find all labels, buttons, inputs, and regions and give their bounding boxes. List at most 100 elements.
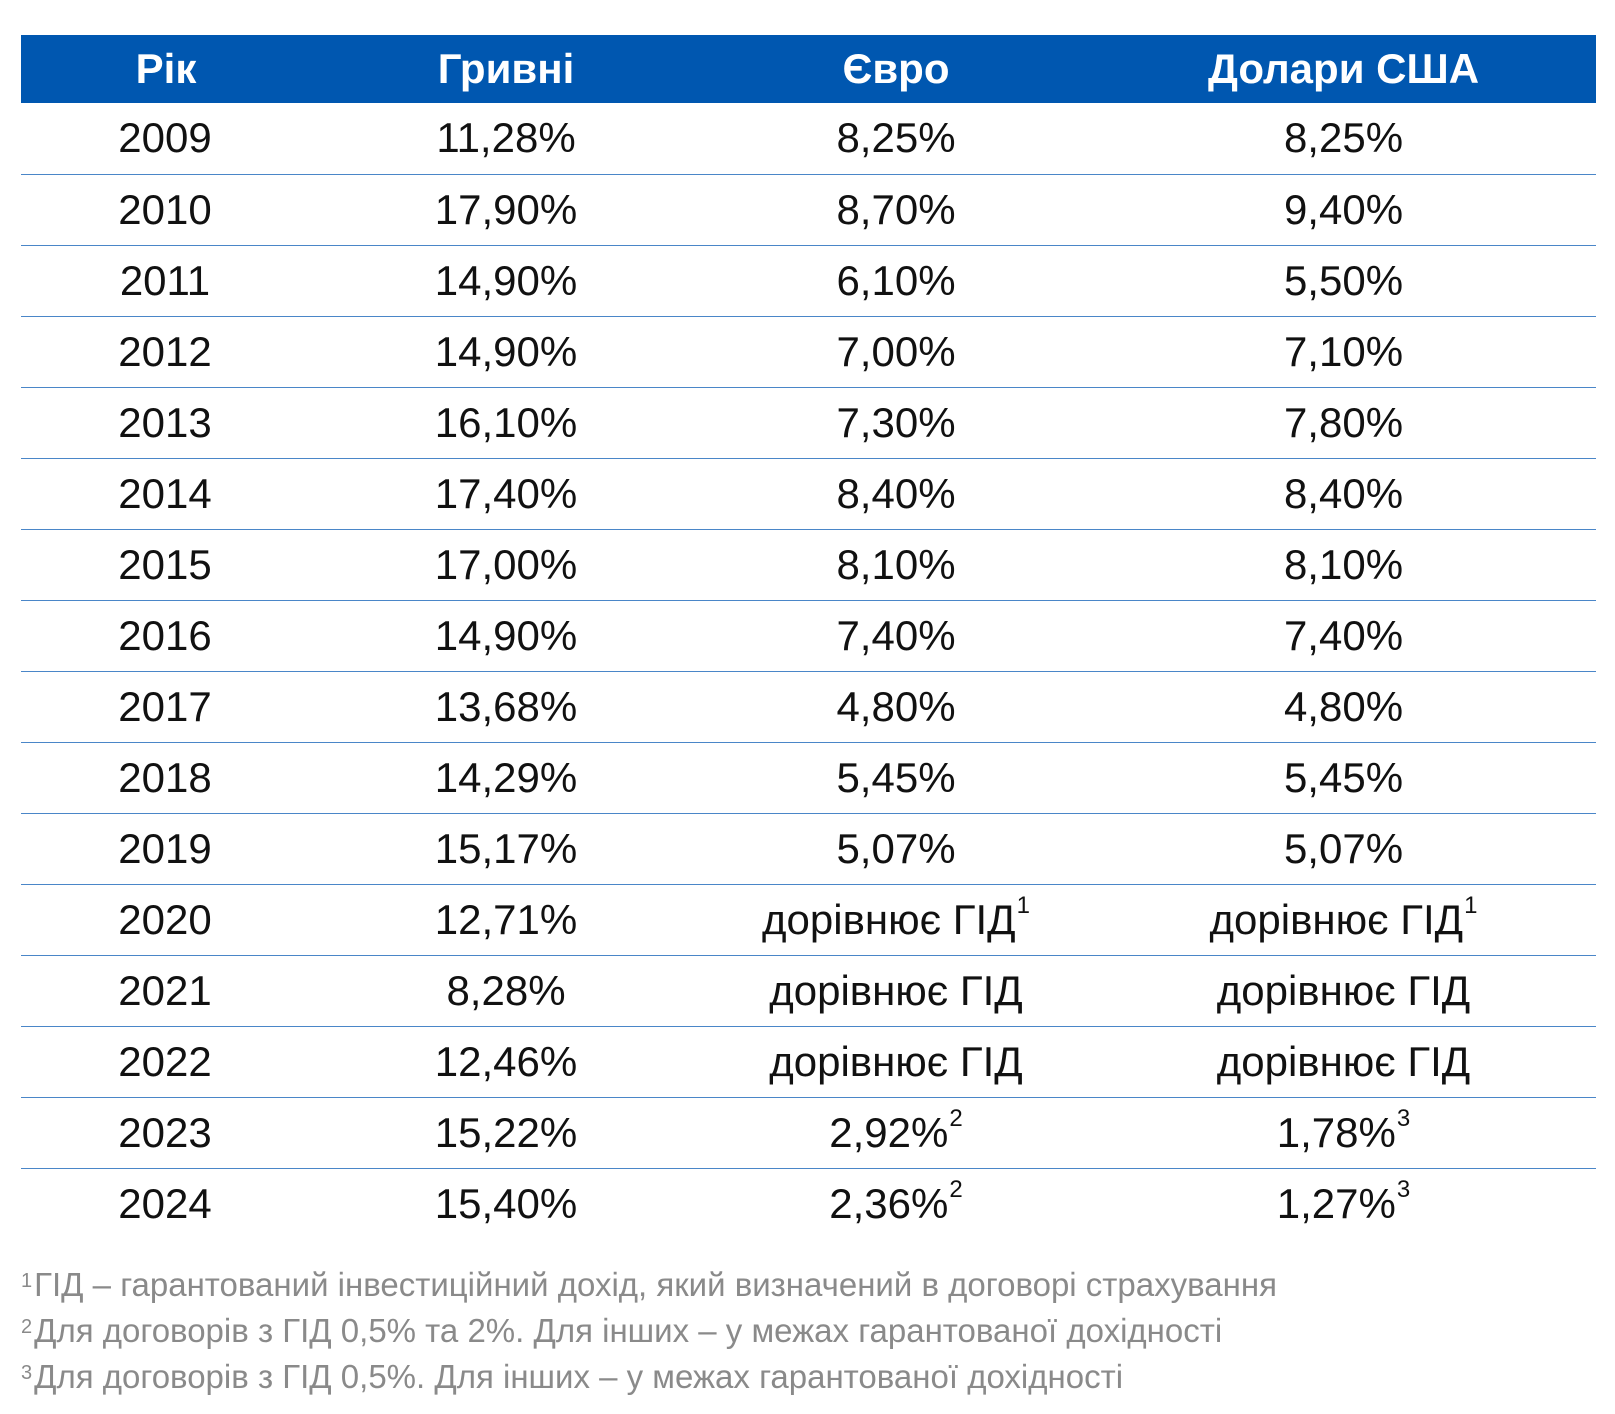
cell-year: 2016: [21, 600, 311, 671]
table-row: 2009 11,28% 8,25% 8,25%: [21, 103, 1596, 174]
cell-eur-value: 8,10%: [836, 540, 956, 588]
cell-uah-value: 15,22%: [434, 1108, 578, 1156]
cell-uah-value: 14,90%: [434, 327, 578, 375]
cell-uah: 14,29%: [311, 742, 701, 813]
cell-year-value: 2009: [118, 114, 212, 162]
cell-usd-value: 8,25%: [1283, 114, 1404, 162]
cell-year-value: 2013: [118, 398, 212, 446]
cell-usd-value: дорівнює ГІД: [1209, 895, 1464, 943]
cell-uah: 16,10%: [311, 387, 701, 458]
cell-usd: 1,27%3: [1091, 1168, 1596, 1239]
cell-year-value: 2014: [118, 469, 212, 517]
cell-uah-value: 13,68%: [434, 682, 578, 730]
cell-eur-value: 7,40%: [836, 611, 956, 659]
table-row: 2016 14,90% 7,40% 7,40%: [21, 600, 1596, 671]
cell-year-value: 2010: [118, 185, 212, 233]
cell-uah: 17,00%: [311, 529, 701, 600]
cell-eur: 8,70%: [701, 174, 1091, 245]
cell-year: 2022: [21, 1026, 311, 1097]
cell-eur-value: 7,00%: [836, 327, 956, 375]
cell-usd: 5,45%: [1091, 742, 1596, 813]
cell-uah-value: 17,90%: [434, 185, 578, 233]
table-row: 2018 14,29% 5,45% 5,45%: [21, 742, 1596, 813]
cell-usd: дорівнює ГІД1: [1091, 884, 1596, 955]
table-row: 2023 15,22% 2,92%2 1,78%3: [21, 1097, 1596, 1168]
cell-eur: дорівнює ГІД: [701, 1026, 1091, 1097]
cell-eur: 7,30%: [701, 387, 1091, 458]
cell-usd: дорівнює ГІД: [1091, 955, 1596, 1026]
cell-eur: 8,40%: [701, 458, 1091, 529]
cell-eur: 2,92%2: [701, 1097, 1091, 1168]
cell-usd: дорівнює ГІД: [1091, 1026, 1596, 1097]
cell-uah-value: 12,46%: [434, 1037, 578, 1085]
cell-usd-value: 8,10%: [1283, 540, 1404, 588]
rates-table: Рік Гривні Євро Долари США 2009 11,28% 8,2…: [21, 35, 1596, 1239]
cell-eur: 2,36%2: [701, 1168, 1091, 1239]
cell-uah-value: 17,40%: [434, 469, 578, 517]
cell-eur: 7,00%: [701, 316, 1091, 387]
table-row: 2022 12,46% дорівнює ГІД дорівнює ГІД: [21, 1026, 1596, 1097]
table-row: 2020 12,71% дорівнює ГІД1 дорівнює ГІД1: [21, 884, 1596, 955]
footnote-line: 3Для договорів з ГІД 0,5%. Для інших – у…: [21, 1354, 1596, 1400]
cell-eur: 4,80%: [701, 671, 1091, 742]
footnote-mark: 3: [1396, 1175, 1411, 1203]
header-eur: Євро: [842, 45, 950, 92]
cell-eur: дорівнює ГІД: [701, 955, 1091, 1026]
cell-uah-value: 11,28%: [436, 114, 576, 162]
cell-eur-value: дорівнює ГІД: [769, 1037, 1023, 1085]
cell-year: 2009: [21, 103, 311, 174]
cell-usd: 5,50%: [1091, 245, 1596, 316]
cell-usd-value: 7,10%: [1283, 327, 1404, 375]
cell-eur-value: 2,36%: [829, 1179, 949, 1227]
cell-uah-value: 14,90%: [434, 256, 578, 304]
table-row: 2017 13,68% 4,80% 4,80%: [21, 671, 1596, 742]
cell-year: 2017: [21, 671, 311, 742]
cell-year-value: 2020: [118, 895, 212, 943]
footnote-mark: 1: [1016, 891, 1030, 919]
header-uah: Гривні: [437, 45, 575, 92]
cell-eur: 7,40%: [701, 600, 1091, 671]
cell-usd: 8,25%: [1091, 103, 1596, 174]
cell-usd-value: дорівнює ГІД: [1216, 1037, 1471, 1085]
cell-usd-value: 4,80%: [1283, 682, 1404, 730]
table-row: 2011 14,90% 6,10% 5,50%: [21, 245, 1596, 316]
cell-eur-value: 8,70%: [836, 185, 956, 233]
header-row: Рік Гривні Євро Долари США: [21, 35, 1596, 103]
cell-year-value: 2011: [119, 256, 211, 304]
table-body: 2009 11,28% 8,25% 8,25% 2010 17,90% 8,70% 9,40%…: [21, 103, 1596, 1239]
footnote-number: 2: [21, 1316, 33, 1338]
cell-eur-value: 8,25%: [836, 114, 956, 162]
cell-year-value: 2015: [118, 540, 212, 588]
cell-uah: 14,90%: [311, 600, 701, 671]
cell-eur: 5,07%: [701, 813, 1091, 884]
cell-eur: 8,10%: [701, 529, 1091, 600]
table-row: 2015 17,00% 8,10% 8,10%: [21, 529, 1596, 600]
cell-uah-value: 17,00%: [434, 540, 578, 588]
cell-uah: 12,46%: [311, 1026, 701, 1097]
cell-year-value: 2018: [118, 753, 212, 801]
cell-usd-value: 7,40%: [1283, 611, 1404, 659]
cell-usd: 5,07%: [1091, 813, 1596, 884]
cell-year: 2020: [21, 884, 311, 955]
cell-uah: 14,90%: [311, 316, 701, 387]
table-row: 2021 8,28% дорівнює ГІД дорівнює ГІД: [21, 955, 1596, 1026]
cell-uah: 15,40%: [311, 1168, 701, 1239]
footnote-text: Для договорів з ГІД 0,5% та 2%. Для інши…: [34, 1312, 1223, 1349]
footnote-mark: 2: [949, 1175, 963, 1203]
footnote-line: 2Для договорів з ГІД 0,5% та 2%. Для інш…: [21, 1308, 1596, 1354]
table-row: 2012 14,90% 7,00% 7,10%: [21, 316, 1596, 387]
table-row: 2013 16,10% 7,30% 7,80%: [21, 387, 1596, 458]
cell-uah-value: 8,28%: [446, 966, 566, 1014]
cell-uah: 8,28%: [311, 955, 701, 1026]
header-year: Рік: [135, 45, 197, 92]
cell-year-value: 2017: [118, 682, 212, 730]
table-header: Рік Гривні Євро Долари США: [21, 35, 1596, 103]
cell-eur: дорівнює ГІД1: [701, 884, 1091, 955]
cell-usd: 7,40%: [1091, 600, 1596, 671]
cell-uah: 17,40%: [311, 458, 701, 529]
cell-usd: 7,80%: [1091, 387, 1596, 458]
cell-eur-value: 5,45%: [836, 753, 956, 801]
cell-uah: 13,68%: [311, 671, 701, 742]
cell-uah-value: 16,10%: [434, 398, 578, 446]
